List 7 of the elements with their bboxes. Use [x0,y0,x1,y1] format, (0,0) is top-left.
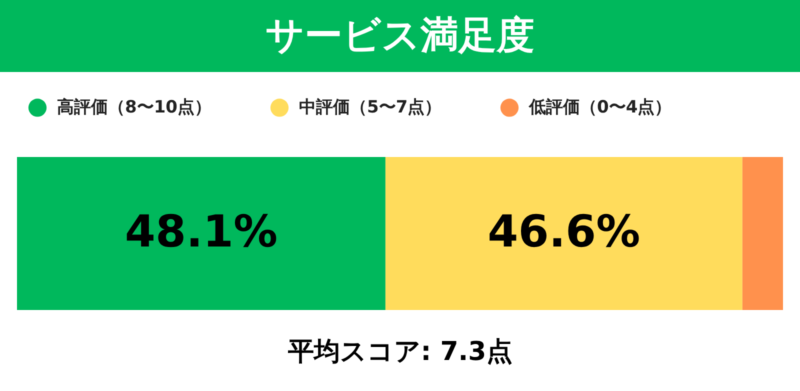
chart-title: サービス満足度 [266,13,534,57]
legend-label: 低評価（0〜4点） [528,98,672,118]
data-label: 48.1% [124,206,278,258]
data-label: 46.6% [488,206,640,258]
legend-label: 中評価（5〜7点） [299,98,442,118]
text: 平均スコア: 7.3点 [286,337,512,367]
legend-label: 高評価（8〜10点） [57,98,212,118]
